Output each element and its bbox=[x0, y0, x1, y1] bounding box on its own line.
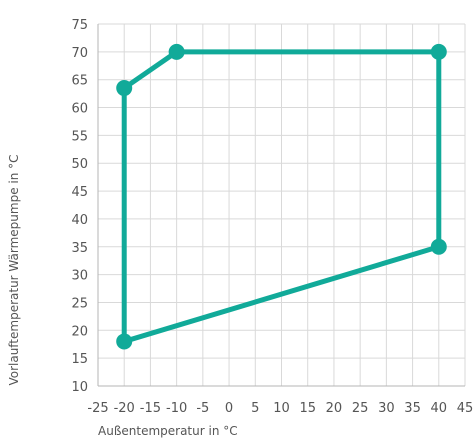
data-point bbox=[430, 43, 447, 60]
x-tick-label: 20 bbox=[326, 401, 343, 416]
y-tick-label: 40 bbox=[71, 213, 88, 228]
x-tick-label: 45 bbox=[457, 401, 473, 416]
x-tick-label: 15 bbox=[299, 401, 316, 416]
y-axis-label: Vorlauftemperatur Wärmepumpe in °C bbox=[7, 154, 21, 385]
data-point bbox=[116, 333, 133, 350]
y-tick-label: 55 bbox=[71, 129, 88, 144]
x-tick-label: -20 bbox=[114, 401, 135, 416]
operating-envelope-line bbox=[121, 49, 442, 344]
x-tick-label: 35 bbox=[404, 401, 421, 416]
data-point bbox=[168, 43, 185, 60]
x-tick-label: -15 bbox=[140, 401, 161, 416]
y-tick-label: 70 bbox=[71, 46, 88, 61]
y-tick-label: 75 bbox=[71, 18, 88, 33]
y-tick-label: 20 bbox=[71, 324, 88, 339]
x-tick-label: -5 bbox=[196, 401, 209, 416]
y-tick-label: 35 bbox=[71, 241, 88, 256]
y-tick-label: 45 bbox=[71, 185, 88, 200]
series-layer bbox=[116, 43, 447, 350]
y-tick-label: 65 bbox=[71, 74, 88, 89]
y-tick-label: 15 bbox=[71, 352, 88, 367]
x-tick-label: -10 bbox=[166, 401, 187, 416]
x-tick-label: 40 bbox=[431, 401, 448, 416]
axis-layer: -25 -20 -15 -10 -5 0 5 10 15 20 25 30 35 40 45 10 15 20 25… bbox=[71, 18, 473, 416]
y-tick-label: 50 bbox=[71, 157, 88, 172]
x-tick-label: 30 bbox=[378, 401, 395, 416]
x-tick-label: 25 bbox=[352, 401, 369, 416]
data-point bbox=[430, 238, 447, 255]
data-point bbox=[116, 80, 133, 97]
x-axis-label: Außentemperatur in °C bbox=[98, 424, 238, 438]
x-tick-label: 10 bbox=[273, 401, 290, 416]
y-tick-label: 30 bbox=[71, 269, 88, 284]
y-tick-label: 60 bbox=[71, 102, 88, 117]
x-tick-label: -25 bbox=[87, 401, 108, 416]
y-tick-label: 10 bbox=[71, 380, 88, 395]
x-tick-label: 0 bbox=[225, 401, 233, 416]
x-tick-label: 5 bbox=[251, 401, 259, 416]
y-tick-label: 25 bbox=[71, 296, 88, 311]
